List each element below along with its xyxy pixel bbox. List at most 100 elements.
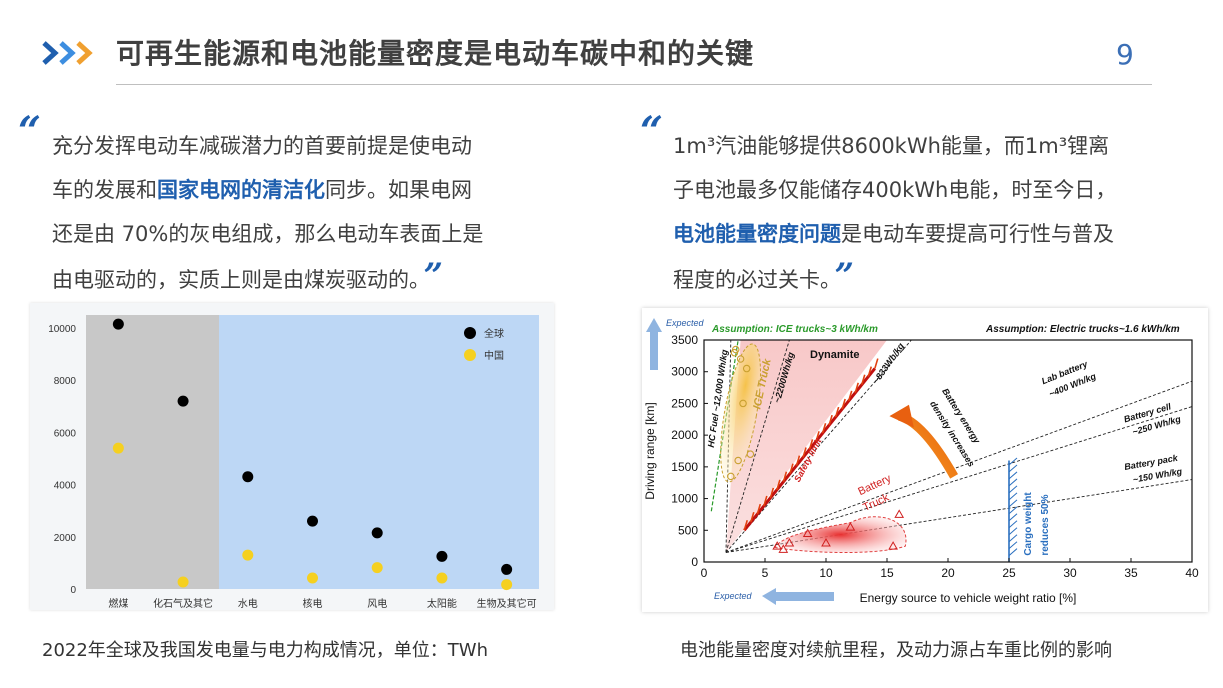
text-run: 是电动车要提高可行性与普及 xyxy=(841,222,1114,246)
highlight-text: 国家电网的清洁化 xyxy=(157,178,325,202)
cargo-hatch xyxy=(1008,471,1018,480)
left-quote-line: 由电驱动的，实质上则是由煤炭驱动的。” xyxy=(52,256,552,302)
expected-up-arrow xyxy=(650,330,658,370)
safety-hatch xyxy=(750,511,755,523)
global-point xyxy=(307,515,318,527)
right-quote-text: 1m³汽油能够提供8600kWh能量，而1m³锂离 子电池最多仅能储存400kW… xyxy=(673,124,1213,302)
y-tick-label: 0 xyxy=(691,555,698,569)
battery-truck-point xyxy=(888,541,898,550)
y-tick-label: 10000 xyxy=(48,324,76,335)
cargo-hatch xyxy=(1008,506,1018,515)
density-line xyxy=(725,479,1193,553)
battery-truck-point xyxy=(802,528,813,537)
x-tick-label: 水电 xyxy=(238,597,258,610)
right-chart-caption: 电池能量密度对续航里程，及动力源占车重比例的影响 xyxy=(680,640,1112,661)
text-run: 程度的必过关卡。 xyxy=(673,268,831,292)
x-tick-label: 风电 xyxy=(367,597,387,610)
annotation-label: Assumption: Electric trucks~1.6 kWh/km xyxy=(985,324,1180,335)
expected-up-label: Expected xyxy=(666,318,705,328)
safety-hatch xyxy=(808,439,814,450)
safety-hatch xyxy=(841,398,846,410)
cargo-hatch xyxy=(1008,499,1018,508)
x-tick-label: 燃煤 xyxy=(108,597,128,610)
y-tick-label: 3500 xyxy=(671,333,698,347)
safety-hatch xyxy=(867,366,873,377)
y-tick-label: 1500 xyxy=(671,460,698,474)
ice-truck-point xyxy=(739,399,747,408)
global-point xyxy=(177,395,189,407)
x-tick-label: 20 xyxy=(941,566,955,580)
page-title: 可再生能源和电池能量密度是电动车碳中和的关键 xyxy=(116,37,755,70)
cargo-hatch xyxy=(1008,478,1018,487)
safety-hatch xyxy=(834,406,840,418)
annotation-label: Cargo weight xyxy=(1023,492,1034,556)
x-axis-label: Energy source to vehicle weight ratio [%… xyxy=(860,591,1077,605)
open-quote-mark: “ xyxy=(640,108,664,155)
ice-truck-point xyxy=(746,450,755,458)
annotation-label: Assumption: ICE trucks~3 kWh/km xyxy=(711,324,878,335)
power-generation-chart: 0 2000 4000 6000 8000 10000 燃煤 化石气及其它 水电 核电 风电 太阳能… xyxy=(30,303,554,610)
cargo-hatch xyxy=(1008,485,1018,494)
safety-hatch xyxy=(782,471,788,482)
x-tick-label: 0 xyxy=(701,566,708,580)
x-tick-label: 太阳能 xyxy=(427,597,457,610)
left-chart-caption: 2022年全球及我国发电量与电力构成情况，单位：TWh xyxy=(42,640,489,661)
global-point xyxy=(371,527,383,539)
left-quote-line: 还是由 70%的灰电组成，那么电动车表面上是 xyxy=(52,222,484,246)
right-quote-line: 1m³汽油能够提供8600kWh能量，而1m³锂离 xyxy=(673,134,1110,158)
expected-left-label: Expected xyxy=(714,591,753,601)
cargo-hatch xyxy=(1008,541,1018,550)
expected-left-arrow xyxy=(774,592,834,601)
right-quote-line: 电池能量密度问题是电动车要提高可行性与普及 xyxy=(673,212,1213,256)
cargo-hatch xyxy=(1008,527,1018,536)
feasible-wedge xyxy=(725,340,887,553)
annotation-label: reduces 50% xyxy=(1040,494,1051,555)
china-point xyxy=(177,576,189,588)
battery-truck-point xyxy=(772,541,783,550)
safety-hatch xyxy=(860,374,866,385)
ice-truck-region xyxy=(720,343,762,483)
density-line xyxy=(725,406,1193,553)
ice-truck-point xyxy=(734,456,742,465)
title-bar: 可再生能源和电池能量密度是电动车碳中和的关键 9 xyxy=(0,0,1223,90)
battery-truck-point xyxy=(894,509,905,518)
y-tick-label: 2000 xyxy=(54,533,77,544)
safety-hatch xyxy=(756,503,762,515)
safety-hatch xyxy=(815,431,820,442)
cargo-hatch xyxy=(1008,492,1018,501)
battery-truck-region xyxy=(773,516,907,553)
china-point xyxy=(371,562,383,574)
close-quote-mark: ” xyxy=(834,256,855,296)
clean-region xyxy=(219,315,539,589)
x-tick-label: 10 xyxy=(819,566,833,580)
close-quote-mark: ” xyxy=(423,256,444,296)
expected-up-arrow-head xyxy=(646,318,662,332)
safety-hatch xyxy=(789,463,794,474)
safety-hatch xyxy=(769,487,775,499)
range-vs-weight-chart-svg: 0 5 10 15 20 25 30 35 40 0 500 1000 1500 2000 2500 3000… xyxy=(643,318,1199,605)
density-line xyxy=(725,339,790,553)
battery-truck-point xyxy=(778,544,789,553)
text-run: 车的发展和 xyxy=(52,178,157,202)
title-divider xyxy=(116,84,1152,85)
cargo-hatch xyxy=(1008,513,1018,522)
safety-hatch xyxy=(763,495,768,507)
legend-marker xyxy=(464,327,476,339)
battery-truck-point xyxy=(821,537,831,547)
x-tick-label: 生物及其它可 xyxy=(477,597,537,610)
global-point xyxy=(436,550,448,562)
page-number: 9 xyxy=(1116,38,1134,71)
left-quote-text: 充分发挥电动车减碳潜力的首要前提是使电动 车的发展和国家电网的清洁化同步。如果电… xyxy=(52,124,552,302)
cargo-hatch xyxy=(1008,548,1018,557)
density-line xyxy=(725,380,1193,553)
y-tick-label: 4000 xyxy=(54,481,77,492)
china-point xyxy=(242,549,254,561)
legend-label: 全球 xyxy=(484,327,504,340)
left-quote-line: 车的发展和国家电网的清洁化同步。如果电网 xyxy=(52,168,552,212)
battery-truck-point xyxy=(845,522,856,531)
global-point xyxy=(501,563,513,575)
safety-hatch xyxy=(874,358,879,369)
legend-marker xyxy=(464,349,476,361)
y-tick-label: 500 xyxy=(678,523,698,537)
fossil-region xyxy=(86,315,219,589)
